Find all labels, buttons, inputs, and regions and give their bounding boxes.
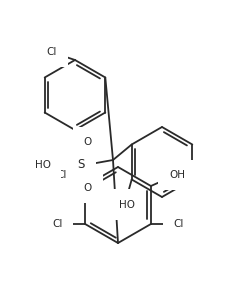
Text: Cl: Cl (56, 170, 66, 180)
Text: Cl: Cl (52, 219, 62, 229)
Text: OH: OH (169, 170, 185, 180)
Text: Cl: Cl (47, 47, 57, 57)
Text: O: O (84, 183, 92, 193)
Text: Cl: Cl (174, 219, 184, 229)
Text: HO: HO (35, 160, 51, 170)
Text: S: S (77, 158, 85, 171)
Text: HO: HO (119, 200, 135, 210)
Text: O: O (84, 137, 92, 147)
